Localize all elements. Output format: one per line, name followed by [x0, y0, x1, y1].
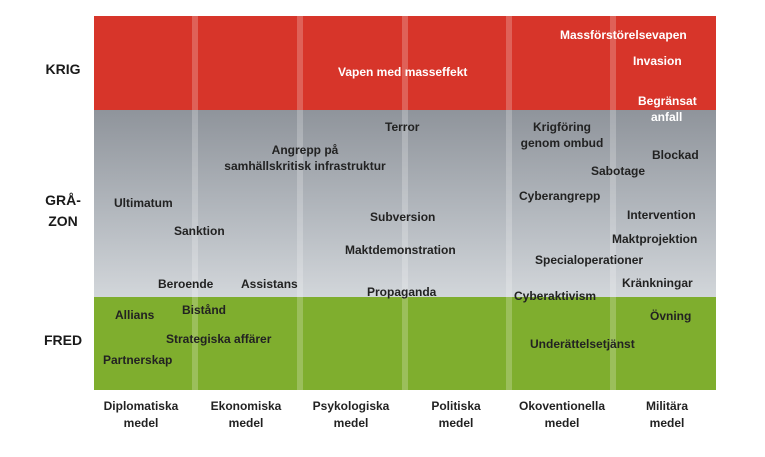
term-intervention: Intervention [627, 208, 696, 222]
category-label-line2: medel [438, 416, 474, 430]
category-label-line2: medel [228, 416, 264, 430]
category-label-line1: Politiska [431, 399, 481, 413]
category-diplomatiska: Diplomatiska medel [88, 398, 194, 432]
term-cyberangrepp: Cyberangrepp [519, 189, 601, 203]
term-begransat-line1: Begränsat [638, 94, 697, 108]
term-blockad: Blockad [652, 148, 699, 162]
term-specialoperationer: Specialoperationer [535, 253, 644, 267]
term-vapen-med-masseffekt: Vapen med masseffekt [338, 65, 468, 79]
term-terror: Terror [385, 120, 420, 134]
term-massforstorelsevapen: Massförstörelsevapen [560, 28, 687, 42]
zone-label-fred: FRED [43, 332, 83, 348]
term-sabotage: Sabotage [591, 164, 646, 178]
category-politiska: Politiska medel [403, 398, 509, 432]
term-cyberaktivism: Cyberaktivism [514, 289, 597, 303]
category-psykologiska: Psykologiska medel [298, 398, 404, 432]
term-angrepp: Angrepp på samhällskritisk infrastruktur [222, 142, 388, 174]
term-assistans: Assistans [241, 277, 298, 291]
term-underattelsetjanst: Underättelsetjänst [530, 337, 635, 351]
column-divider [297, 16, 303, 390]
term-subversion: Subversion [370, 210, 436, 224]
term-strategiska-affarer: Strategiska affärer [166, 332, 272, 346]
zone-label-grazon-line1: GRÅ- [45, 192, 81, 208]
category-label-line2: medel [649, 416, 685, 430]
zone-label-grazon-line2: ZON [48, 213, 78, 229]
term-angrepp-line2: samhällskritisk infrastruktur [224, 159, 386, 173]
term-angrepp-line1: Angrepp på [271, 143, 339, 157]
category-label-line2: medel [544, 416, 580, 430]
zone-label-krig: KRIG [45, 61, 81, 77]
category-militara: Militära medel [614, 398, 720, 432]
term-sanktion: Sanktion [174, 224, 225, 238]
term-krigforing-line2: genom ombud [520, 136, 604, 150]
term-propaganda: Propaganda [367, 285, 437, 299]
column-divider [402, 16, 408, 390]
term-partnerskap: Partnerskap [103, 353, 173, 367]
term-krigforing-line1: Krigföring [533, 120, 591, 134]
zone-label-grazon: GRÅ- ZON [23, 190, 103, 232]
term-maktdemonstration: Maktdemonstration [345, 243, 456, 257]
category-label-line1: Militära [645, 399, 688, 413]
category-label-line2: medel [333, 416, 369, 430]
term-begransat-line2: anfall [651, 110, 683, 124]
term-bistand: Bistånd [182, 303, 227, 317]
term-krankningar: Kränkningar [622, 276, 693, 290]
category-label-line1: Diplomatiska [103, 399, 179, 413]
category-label-line2: medel [123, 416, 159, 430]
category-label-line1: Ekonomiska [210, 399, 282, 413]
term-begransat-anfall: Begränsat anfall [638, 93, 697, 125]
term-allians: Allians [115, 308, 155, 322]
term-maktprojektion: Maktprojektion [612, 232, 698, 246]
term-beroende: Beroende [158, 277, 214, 291]
term-ultimatum: Ultimatum [114, 196, 173, 210]
term-krigforing-genom-ombud: Krigföring genom ombud [514, 119, 610, 151]
category-label-line1: Psykologiska [312, 399, 390, 413]
column-divider [610, 16, 616, 390]
column-divider [506, 16, 512, 390]
krig-zone-band [94, 16, 716, 110]
term-invasion: Invasion [633, 54, 682, 68]
term-ovning: Övning [650, 309, 692, 323]
category-label-line1: Okoventionella [518, 399, 606, 413]
category-ekonomiska: Ekonomiska medel [193, 398, 299, 432]
column-divider [192, 16, 198, 390]
grazon-zone-band [94, 110, 716, 297]
category-okoventionella: Okoventionella medel [509, 398, 615, 432]
fred-zone-band [94, 297, 716, 390]
